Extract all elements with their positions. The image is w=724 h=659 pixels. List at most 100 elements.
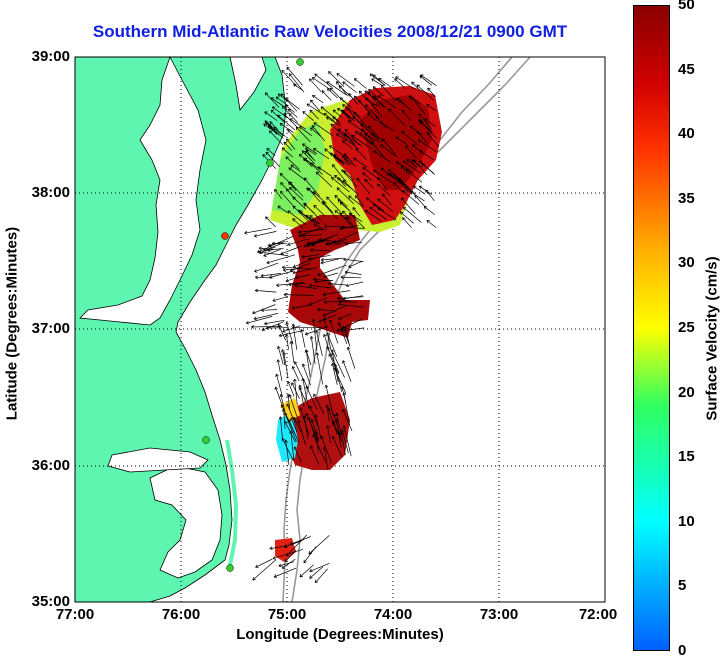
colorbar-tick-label: 15 <box>678 448 695 465</box>
velocity-vector-head <box>346 107 350 109</box>
velocity-vector <box>292 267 317 274</box>
velocity-vector-head <box>290 417 292 421</box>
velocity-vector <box>260 273 282 277</box>
velocity-vector-head <box>332 116 336 118</box>
velocity-vector-head <box>281 93 285 96</box>
velocity-vector-head <box>376 183 379 188</box>
velocity-vector-head <box>264 323 268 326</box>
velocity-vector-head <box>318 238 322 240</box>
velocity-vector-head <box>405 145 407 149</box>
velocity-vector <box>263 123 279 135</box>
velocity-vector-head <box>253 316 257 320</box>
velocity-vector-head <box>283 269 287 272</box>
velocity-vector <box>323 300 350 303</box>
velocity-vector-head <box>292 323 296 327</box>
velocity-vector-head <box>267 123 271 126</box>
velocity-vector-head <box>346 107 348 111</box>
velocity-vector-head <box>304 151 307 155</box>
velocity-vector-head <box>265 92 269 94</box>
velocity-vector-head <box>310 248 314 251</box>
velocity-vector-head <box>402 109 406 112</box>
velocity-vector-head <box>341 227 345 230</box>
velocity-vector <box>280 191 295 208</box>
velocity-vector <box>299 126 313 137</box>
velocity-vector <box>302 111 314 121</box>
velocity-vector-head <box>306 187 309 191</box>
velocity-vector-head <box>321 435 324 439</box>
velocity-vector <box>341 226 365 229</box>
velocity-vector-head <box>388 173 391 177</box>
velocity-vector-head <box>309 215 313 217</box>
velocity-vector <box>285 104 295 113</box>
velocity-vector <box>411 96 426 114</box>
velocity-vector-head <box>272 298 276 302</box>
velocity-vector-head <box>305 413 309 416</box>
velocity-vector <box>328 408 338 435</box>
velocity-vector-head <box>342 140 344 144</box>
velocity-vector <box>285 439 290 466</box>
velocity-vector <box>346 107 360 124</box>
velocity-vector-head <box>332 116 334 120</box>
velocity-vector <box>275 96 289 107</box>
velocity-vector <box>309 284 333 289</box>
velocity-vector-head <box>330 123 334 125</box>
velocity-vector <box>309 405 319 428</box>
velocity-vector <box>342 326 350 344</box>
velocity-vector <box>279 416 283 439</box>
velocity-vector-head <box>282 265 285 268</box>
velocity-vector <box>426 220 437 228</box>
velocity-vector <box>278 561 295 567</box>
velocity-vector-head <box>301 329 304 332</box>
velocity-vector <box>408 95 421 104</box>
velocity-vector-head <box>318 239 322 242</box>
velocity-vector-head <box>275 96 278 100</box>
velocity-vector-head <box>332 362 335 366</box>
velocity-vector-head <box>377 95 380 99</box>
velocity-vector-head <box>362 167 365 171</box>
velocity-vector <box>281 404 295 434</box>
velocity-vector-head <box>365 98 368 101</box>
velocity-vector <box>302 143 317 154</box>
velocity-vector <box>327 88 338 99</box>
velocity-vector <box>255 290 277 293</box>
velocity-vector <box>265 216 276 228</box>
velocity-vector-head <box>335 133 338 137</box>
velocity-vector <box>419 160 435 175</box>
velocity-vector-head <box>340 201 344 204</box>
velocity-vector-head <box>324 226 328 229</box>
velocity-vector-head <box>377 198 379 202</box>
velocity-vector <box>401 109 411 121</box>
velocity-vector-head <box>332 413 335 417</box>
velocity-vector <box>420 74 437 86</box>
velocity-vector <box>402 190 420 205</box>
velocity-vector-head <box>304 415 307 419</box>
velocity-vector <box>292 205 309 222</box>
velocity-vector-head <box>342 409 344 413</box>
velocity-vector-head <box>399 211 402 215</box>
velocity-vector <box>275 386 283 406</box>
velocity-vector <box>316 352 324 385</box>
velocity-vector-head <box>324 384 327 388</box>
velocity-vector-head <box>293 83 296 87</box>
velocity-vector <box>308 254 331 260</box>
velocity-vector <box>277 114 296 131</box>
velocity-vector-head <box>286 321 289 325</box>
velocity-vector-head <box>341 169 345 171</box>
colorbar-tick-label: 20 <box>678 384 695 401</box>
velocity-vector <box>328 353 340 375</box>
velocity-vector <box>279 123 294 133</box>
velocity-vector-head <box>312 95 314 99</box>
velocity-vector-head <box>263 250 267 252</box>
velocity-vector <box>332 116 341 125</box>
velocity-vector <box>400 211 414 224</box>
velocity-vector-head <box>368 89 370 93</box>
velocity-vector-head <box>283 141 285 145</box>
velocity-vector <box>351 135 372 150</box>
velocity-vector <box>264 120 284 137</box>
velocity-vector-head <box>298 154 301 158</box>
velocity-vector <box>301 253 321 258</box>
velocity-vector-head <box>342 425 345 429</box>
velocity-vector-head <box>282 349 285 353</box>
velocity-vector-head <box>380 84 383 88</box>
velocity-vector-head <box>413 159 417 161</box>
